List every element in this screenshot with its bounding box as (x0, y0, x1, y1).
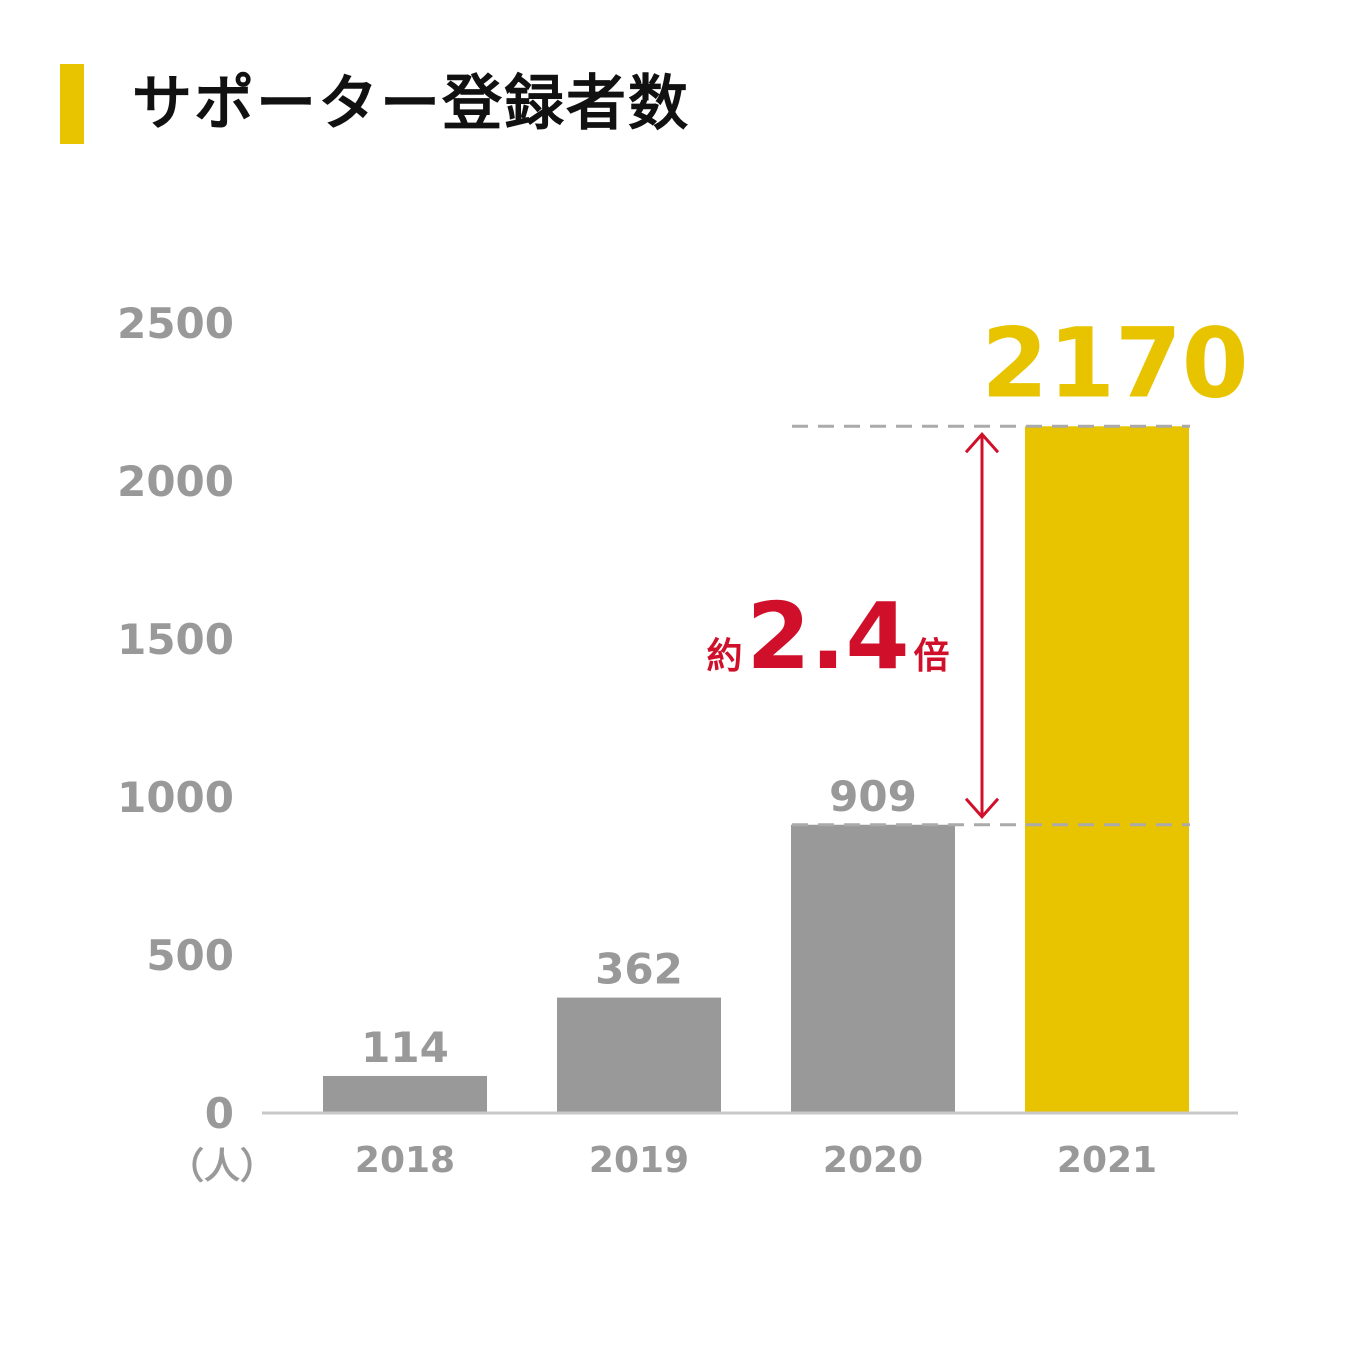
arrow-head-up-icon (964, 432, 1000, 454)
y-axis: 0 500 1000 1500 2000 2500 （人） (117, 299, 276, 1187)
growth-annotation: 約2.4 倍 (706, 424, 1190, 827)
y-tick-label: 0 (205, 1089, 234, 1138)
title-accent-bar (60, 64, 84, 144)
bar-2020 (791, 824, 955, 1112)
y-tick-label: 2000 (117, 457, 234, 506)
x-tick-label: 2020 (823, 1140, 923, 1181)
y-tick-label: 500 (146, 931, 234, 980)
bar-2018 (323, 1075, 487, 1112)
x-tick-label: 2019 (589, 1140, 689, 1181)
x-tick-label: 2021 (1057, 1140, 1157, 1181)
growth-value: 2.4 (747, 583, 910, 690)
y-tick-label: 1500 (117, 615, 234, 664)
value-label-2019: 362 (595, 945, 683, 994)
chart-title: サポーター登録者数 (132, 69, 690, 139)
value-label-2018: 114 (361, 1023, 449, 1072)
arrow-head-down-icon (964, 797, 1000, 820)
y-unit-label: （人） (168, 1146, 276, 1187)
bar-2021 (1025, 426, 1189, 1112)
growth-multiplier: 約2.4 倍 (706, 583, 949, 690)
bar-2019 (557, 997, 721, 1112)
growth-suffix: 倍 (913, 636, 949, 677)
value-label-2021: 2170 (981, 307, 1248, 419)
x-axis: 2018 2019 2020 2021 (262, 1111, 1238, 1181)
bars: 114 362 909 2170 (323, 307, 1249, 1112)
x-tick-label: 2018 (355, 1140, 455, 1181)
growth-prefix: 約 (706, 636, 742, 677)
y-tick-label: 1000 (117, 773, 234, 822)
value-label-2020: 909 (829, 772, 917, 821)
y-tick-label: 2500 (117, 299, 234, 348)
